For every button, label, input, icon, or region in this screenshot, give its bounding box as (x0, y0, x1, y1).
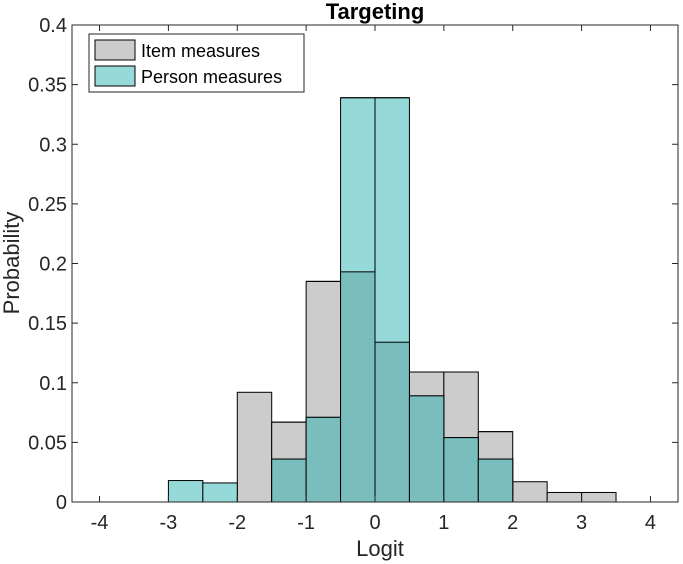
bars-layer (99, 97, 651, 503)
x-tick-label-5: 1 (438, 512, 449, 534)
chart-title: Targeting (326, 0, 425, 24)
x-axis-label: Logit (356, 536, 404, 561)
y-tick-label-7: 0.35 (28, 75, 67, 97)
bar-overlap-11 (477, 458, 514, 503)
ticks-layer: -4 -3 -2 -1 0 1 2 3 4 0 0.05 0.1 0.15 0.2 0.25 0.3 0.35 0… (28, 15, 678, 534)
legend-label-item-measures: Item measures (141, 41, 260, 61)
bar-overlap-10 (443, 437, 479, 503)
bar-overlap-8 (374, 341, 410, 503)
bar-overlap-9 (408, 395, 445, 503)
bar-overlap-5 (271, 458, 307, 503)
x-tick-label-2: -2 (228, 512, 246, 534)
x-tick-label-7: 3 (576, 512, 587, 534)
y-tick-label-8: 0.4 (39, 15, 67, 37)
bar-person-measures-3 (202, 482, 238, 503)
x-tick-label-6: 2 (507, 512, 518, 534)
y-tick-label-6: 0.3 (39, 134, 67, 156)
y-axis-label: Probability (0, 212, 24, 315)
x-tick-label-3: -1 (297, 512, 315, 534)
x-tick-label-4: 0 (369, 512, 380, 534)
bar-item-measures-13 (546, 491, 583, 503)
legend: Item measures Person measures (88, 33, 305, 93)
bar-overlap-6 (305, 416, 342, 503)
legend-swatch-person-measures (94, 65, 136, 87)
y-tick-label-2: 0.1 (39, 373, 67, 395)
x-tick-label-8: 4 (645, 512, 656, 534)
x-tick-label-1: -3 (160, 512, 178, 534)
bar-overlap-7 (340, 271, 376, 503)
bar-item-measures-14 (581, 491, 617, 503)
legend-label-person-measures: Person measures (141, 67, 282, 87)
y-tick-label-0: 0 (56, 492, 67, 514)
legend-swatch-item-measures (94, 39, 136, 61)
y-tick-label-5: 0.25 (28, 194, 67, 216)
bar-item-measures-12 (512, 481, 548, 503)
x-tick-label-0: -4 (91, 512, 109, 534)
y-tick-label-4: 0.2 (39, 254, 67, 276)
bar-person-measures-2 (167, 480, 204, 503)
y-tick-label-1: 0.05 (28, 432, 67, 454)
bar-item-measures-4 (236, 391, 273, 503)
y-tick-label-3: 0.15 (28, 313, 67, 335)
